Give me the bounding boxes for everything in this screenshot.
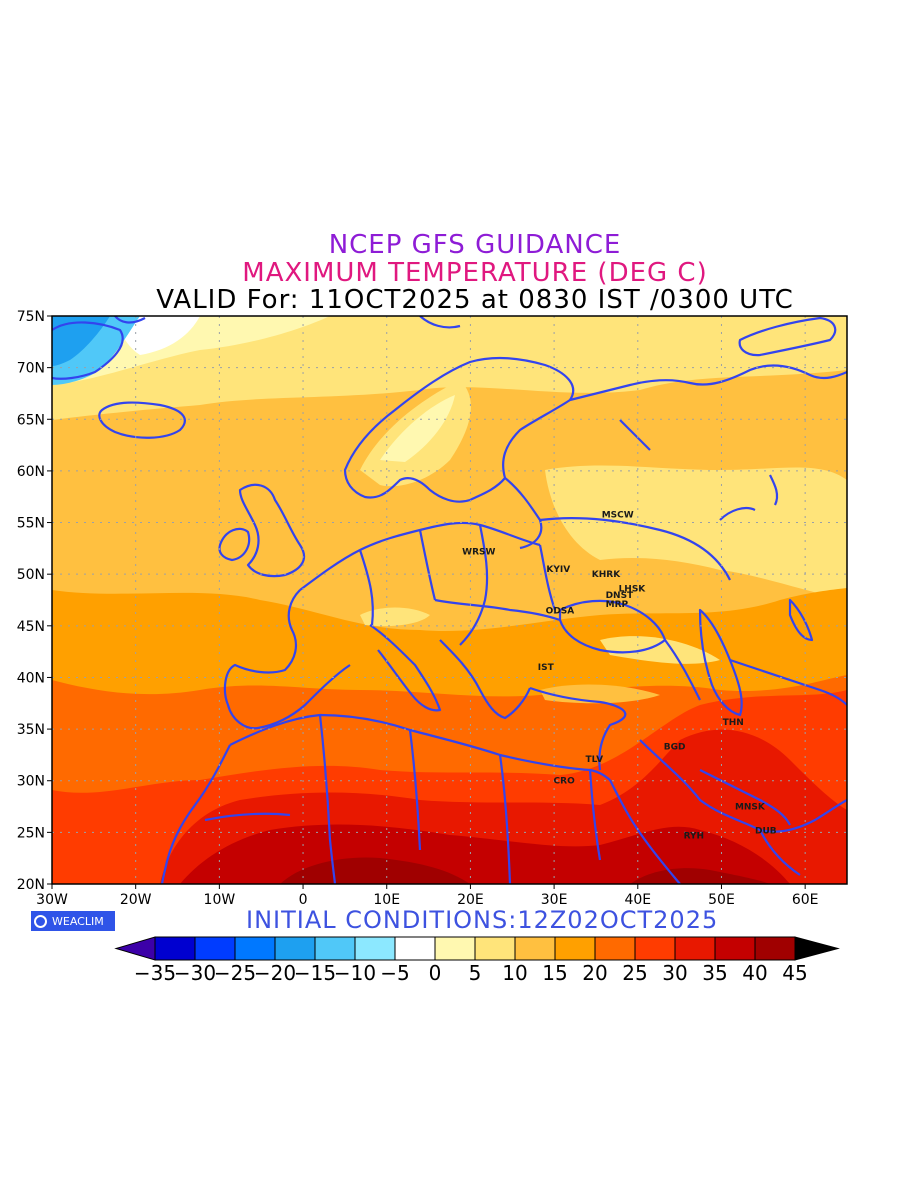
longitude-ticks: 30W 20W 10W 0 10E 20E 30E 40E 50E 60E (36, 884, 818, 908)
legend-label: −30 (174, 961, 216, 985)
city-label: CRO (554, 777, 576, 787)
lat-tick-label: 65N (17, 412, 45, 428)
lon-tick-label: 60E (792, 892, 819, 908)
legend-label: 35 (702, 961, 727, 985)
lat-tick-label: 45N (17, 619, 45, 635)
lon-tick-label: 0 (299, 892, 308, 908)
lat-tick-label: 35N (17, 722, 45, 738)
legend-label: −35 (134, 961, 176, 985)
graticule (52, 316, 847, 884)
city-label: ODSA (546, 606, 575, 616)
city-label: WRSW (462, 547, 495, 557)
legend-swatch (714, 936, 756, 961)
legend-swatch (674, 936, 716, 961)
lat-tick-label: 30N (17, 774, 45, 790)
logo-icon (34, 914, 47, 928)
legend-swatch (754, 936, 796, 961)
lon-tick-label: 20E (457, 892, 484, 908)
legend-over-arrow (794, 936, 840, 961)
title-line-3: VALID For: 11OCT2025 at 0830 IST /0300 U… (156, 285, 794, 315)
lat-tick-label: 50N (17, 567, 45, 583)
legend-label: 10 (502, 961, 527, 985)
latitude-ticks: 75N 70N 65N 60N 55N 50N 45N 40N 35N 30N 25N 20N (17, 309, 52, 893)
lon-tick-label: 10W (204, 892, 236, 908)
legend-swatch (554, 936, 596, 961)
city-label: DNST (606, 591, 634, 601)
legend-label: 15 (542, 961, 567, 985)
legend-label: −20 (254, 961, 296, 985)
legend-label: 30 (662, 961, 687, 985)
legend-label: 0 (429, 961, 442, 985)
title-line-2: MAXIMUM TEMPERATURE (DEG C) (242, 258, 708, 288)
legend-label: −10 (334, 961, 376, 985)
weaclim-badge: WEACLIM (31, 911, 115, 931)
city-label: KYIV (546, 565, 570, 575)
city-label: DUB (755, 826, 777, 836)
lat-tick-label: 60N (17, 464, 45, 480)
city-label: THN (723, 718, 744, 728)
lon-tick-label: 30W (36, 892, 68, 908)
legend-swatch (394, 936, 436, 961)
legend-swatch (594, 936, 636, 961)
lat-tick-label: 55N (17, 516, 45, 532)
legend-swatch (634, 936, 676, 961)
lat-tick-label: 20N (17, 877, 45, 893)
city-label: MNSK (735, 803, 766, 813)
legend-swatch (274, 936, 316, 961)
color-legend (114, 936, 840, 961)
temperature-field (52, 316, 847, 884)
legend-under-arrow (114, 936, 156, 961)
map-frame (51, 315, 848, 885)
legend-label: 5 (469, 961, 482, 985)
lat-tick-label: 25N (17, 825, 45, 841)
legend-swatch (354, 936, 396, 961)
legend-label: 40 (742, 961, 767, 985)
lon-tick-label: 30E (541, 892, 568, 908)
legend-labels: −35−30−25−20−15−10 −5 0 5 10 15 20 25 30 35 40 45 (134, 961, 808, 985)
legend-swatch (194, 936, 236, 961)
city-label: IST (538, 663, 555, 673)
initial-conditions: INITIAL CONDITIONS:12Z02OCT2025 (246, 906, 719, 934)
lat-tick-label: 75N (17, 309, 45, 325)
legend-label: −25 (214, 961, 256, 985)
city-label: MSCW (602, 510, 634, 520)
lon-tick-label: 40E (624, 892, 651, 908)
legend-label: 25 (622, 961, 647, 985)
legend-label: 45 (782, 961, 807, 985)
lat-tick-label: 40N (17, 670, 45, 686)
legend-label: −15 (294, 961, 336, 985)
legend-label: 20 (582, 961, 607, 985)
city-label: KHRK (592, 570, 621, 580)
title-line-1: NCEP GFS GUIDANCE (328, 230, 622, 260)
legend-swatch (154, 936, 196, 961)
brand-label: WEACLIM (52, 914, 104, 928)
city-label: BGD (664, 743, 686, 753)
city-label: TLV (585, 755, 603, 765)
lat-tick-label: 70N (17, 361, 45, 377)
legend-swatch (434, 936, 476, 961)
lon-tick-label: 20W (120, 892, 152, 908)
legend-swatch (514, 936, 556, 961)
legend-swatch (474, 936, 516, 961)
lon-tick-label: 50E (708, 892, 735, 908)
city-label: MRP (606, 600, 629, 610)
coastlines (52, 316, 847, 884)
city-label: LHSK (619, 585, 647, 595)
city-label: RYH (684, 831, 705, 841)
legend-label: −5 (380, 961, 409, 985)
legend-swatch (234, 936, 276, 961)
lon-tick-label: 10E (373, 892, 400, 908)
legend-swatch (314, 936, 356, 961)
